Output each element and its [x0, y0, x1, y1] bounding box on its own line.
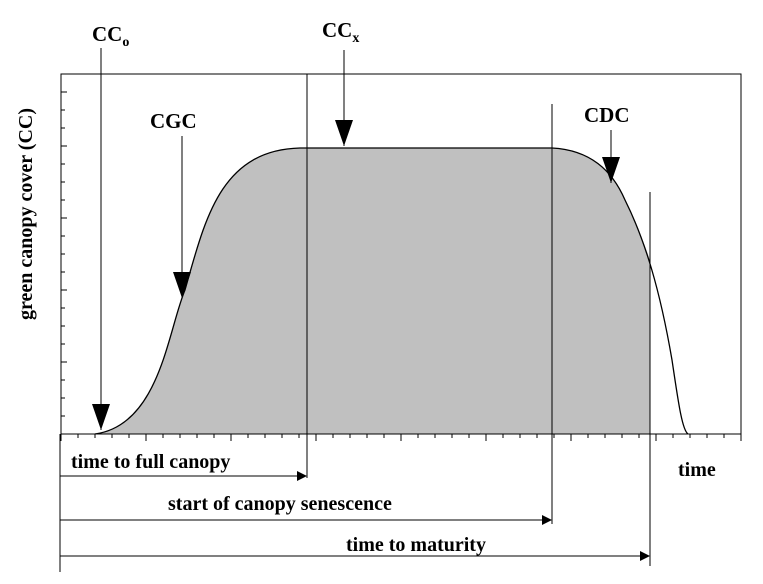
cco-label-subscript: o: [122, 35, 129, 50]
maturity-label: time to maturity: [346, 534, 486, 556]
canopy-curve: [94, 147, 689, 435]
ccx-label-subscript: x: [352, 31, 359, 46]
cco-label-main: CC: [92, 22, 122, 46]
senescence-label: start of canopy senescence: [168, 493, 392, 515]
ccx-label: CCx: [322, 18, 359, 46]
cgc-pointer-head: [173, 272, 191, 298]
ccx-pointer-head: [335, 120, 353, 146]
cgc-label: CGC: [150, 109, 197, 133]
canopy-fill-area: [95, 148, 650, 434]
cdc-label: CDC: [584, 103, 630, 127]
ccx-label-main: CC: [322, 18, 352, 42]
cco-pointer-head: [92, 404, 110, 430]
y-axis-label: green canopy cover (CC): [15, 108, 37, 320]
x-axis-ticks: [60, 434, 742, 441]
y-axis-ticks: [61, 91, 67, 417]
full-canopy-label: time to full canopy: [71, 451, 230, 473]
cco-label: CCo: [92, 22, 129, 50]
cdc-pointer-head: [602, 157, 620, 183]
time-axis-label: time: [678, 459, 716, 481]
